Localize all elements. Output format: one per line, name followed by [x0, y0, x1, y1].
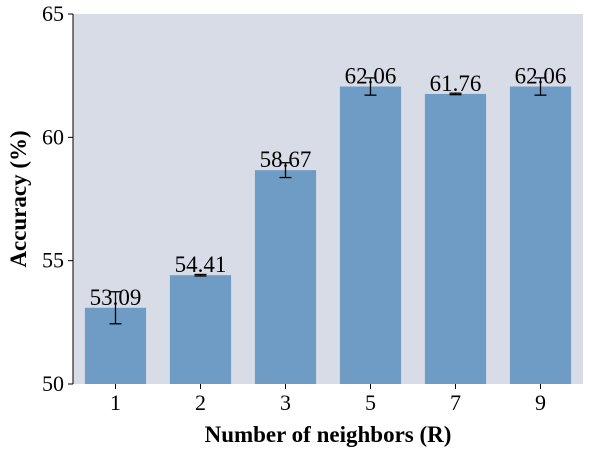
x-axis-title: Number of neighbors (R): [205, 422, 452, 447]
data-label-2: 54.41: [175, 252, 227, 277]
data-label-1: 53.09: [90, 285, 142, 310]
data-label-9: 62.06: [515, 64, 567, 89]
error-bar-1: [109, 291, 122, 325]
x-tick-label-9: 9: [535, 390, 546, 415]
x-tick-label-2: 2: [195, 390, 206, 415]
error-bar-9: [534, 77, 547, 96]
x-tick-label-5: 5: [365, 390, 376, 415]
x-tick-label-7: 7: [450, 390, 461, 415]
data-label-7: 61.76: [430, 71, 482, 96]
x-axis: 1 2 3 5 7 9: [110, 384, 546, 415]
y-tick-label-60: 60: [42, 124, 64, 149]
y-tick-label-55: 55: [42, 248, 64, 273]
data-label-3: 58.67: [260, 147, 312, 172]
y-tick-label-65: 65: [42, 1, 64, 26]
bar-5: [339, 86, 402, 385]
bar-2: [169, 275, 232, 384]
bar-3: [254, 170, 317, 384]
error-bar-5: [364, 77, 377, 96]
bar-9: [509, 86, 572, 385]
data-label-5: 62.06: [345, 64, 397, 89]
plot-background: [73, 14, 583, 384]
y-axis: 50 55 60 65: [42, 1, 73, 396]
error-bar-2: [194, 273, 207, 277]
bars-group: [84, 86, 572, 385]
y-axis-title: Accuracy (%): [6, 130, 31, 267]
error-bars-group: [109, 77, 547, 325]
y-tick-label-50: 50: [42, 371, 64, 396]
error-bar-3: [279, 162, 292, 179]
data-labels-group: 53.09 54.41 58.67 62.06 61.76 62.06: [90, 64, 567, 310]
bar-7: [424, 93, 487, 385]
x-tick-label-3: 3: [280, 390, 291, 415]
error-bar-7: [449, 92, 462, 96]
x-tick-label-1: 1: [110, 390, 121, 415]
